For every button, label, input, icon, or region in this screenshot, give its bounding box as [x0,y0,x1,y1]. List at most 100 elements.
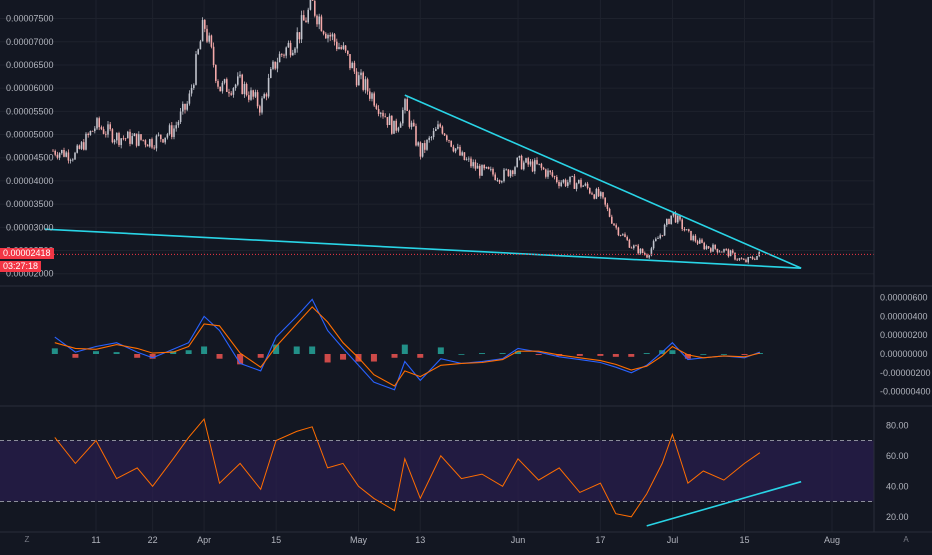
candle-body [197,49,199,55]
candle-body [476,165,479,169]
candle-body [182,103,184,112]
candle-body [677,215,679,223]
candle-body [124,138,127,140]
candle-body [397,127,400,131]
candle-body [406,99,408,111]
candle-body [452,146,455,152]
histogram-bar [216,354,223,359]
price-tick-label: 0.00006500 [6,60,54,70]
trendline-lower[interactable] [44,228,802,269]
histogram-bar [669,350,676,354]
candle-body [63,149,65,157]
candle-body [617,227,620,236]
candle-body [122,138,125,140]
candle-body [349,54,351,69]
candle-body [514,167,516,175]
histogram-bar [499,353,506,354]
candle-body [417,142,419,146]
candle-body [487,166,490,170]
histogram-bar [437,347,444,354]
candle-body [426,139,428,150]
rsi-tick-label: 60.00 [886,451,909,461]
candle-body [597,188,600,197]
candle-body [441,126,444,134]
candle-body [450,140,452,147]
candle-body [580,179,582,187]
macd-histogram [51,344,763,365]
time-axis[interactable]: 11 22 Apr 15 May 13 Jun 17 Jul 15 Aug [91,535,840,545]
histogram-bar [643,353,650,354]
candle-body [545,169,547,177]
price-tick-label: 0.00005000 [6,130,54,140]
candle-body [751,257,754,260]
candle-body [113,140,116,143]
candle-body [252,90,254,97]
trendline-upper[interactable] [404,94,802,269]
candle-body [652,241,655,249]
candle-body [329,34,331,37]
candle-body [534,160,536,172]
candle-body [215,64,217,82]
candle-body [160,134,162,140]
candle-body [679,215,681,220]
candle-body [681,219,683,230]
candle-body [377,108,380,114]
rsi-trendline[interactable] [646,480,802,527]
candle-body [490,168,492,170]
candle-body [318,16,320,25]
time-tick-label: 13 [415,535,425,545]
candle-body [615,225,617,228]
histogram-bar [324,354,331,363]
candle-body [468,158,470,160]
pane-separators[interactable] [0,0,932,533]
candle-body [483,165,485,169]
candle-body [388,115,391,126]
price-trendlines[interactable] [44,94,802,269]
candle-body [129,131,131,144]
candle-body [410,122,413,127]
candle-body [56,154,59,158]
candle-body [254,92,257,97]
candle-body [459,146,461,156]
candle-body [107,124,109,135]
candle-body [666,218,668,225]
candle-body [173,128,175,137]
candle-body [245,83,248,96]
candle-body [208,35,210,42]
candle-body [366,79,369,92]
candle-body [120,138,122,146]
candle-body [232,88,235,95]
candle-body [626,237,628,240]
candle-body [391,115,393,134]
auto-scale-icon[interactable]: A [903,535,909,544]
candle-body [65,152,67,157]
candle-body [628,239,631,248]
candle-body [234,84,237,89]
candle-body [734,252,736,260]
rsi-band-fill [0,440,874,502]
candle-body [520,155,523,170]
candle-body [292,52,294,56]
candle-body [472,162,474,167]
candle-body [61,149,63,154]
candle-body [228,91,230,94]
candle-body [674,212,677,223]
time-tick-label: Jul [667,535,679,545]
candle-body [593,194,595,199]
candle-body [333,34,336,42]
candle-body [166,134,169,138]
candle-body [331,34,334,37]
candle-body [683,229,686,231]
candle-body [201,19,204,42]
candle-body [415,126,417,146]
candle-body [85,133,87,150]
candle-body [131,136,133,144]
candle-body [186,103,188,110]
trendline-rsi-support[interactable] [646,480,802,527]
candle-body [424,143,426,150]
timezone-icon[interactable]: Z [24,535,30,544]
candle-body [351,62,353,69]
candle-body [692,235,694,241]
